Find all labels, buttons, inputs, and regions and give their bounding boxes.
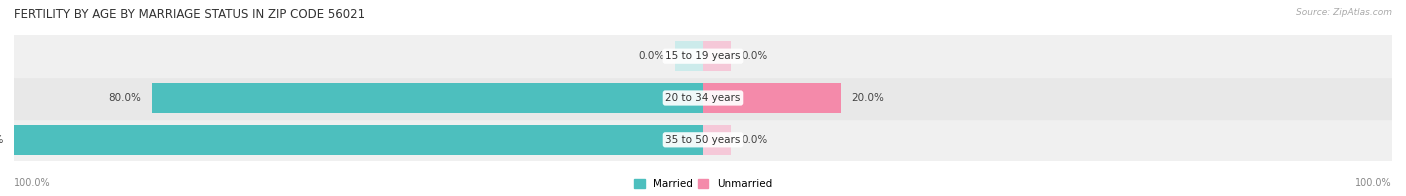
Legend: Married, Unmarried: Married, Unmarried [630, 175, 776, 193]
Text: 15 to 19 years: 15 to 19 years [665, 51, 741, 61]
Bar [675, 41, 703, 71]
Bar [703, 83, 841, 113]
Bar [14, 125, 703, 155]
Text: FERTILITY BY AGE BY MARRIAGE STATUS IN ZIP CODE 56021: FERTILITY BY AGE BY MARRIAGE STATUS IN Z… [14, 8, 366, 21]
Bar [14, 35, 1392, 77]
Text: 0.0%: 0.0% [741, 135, 768, 145]
Text: 35 to 50 years: 35 to 50 years [665, 135, 741, 145]
Bar [14, 77, 1392, 119]
Text: 0.0%: 0.0% [741, 51, 768, 61]
Text: 100.0%: 100.0% [0, 135, 4, 145]
Text: 100.0%: 100.0% [1355, 178, 1392, 188]
Text: 100.0%: 100.0% [14, 178, 51, 188]
Text: Source: ZipAtlas.com: Source: ZipAtlas.com [1296, 8, 1392, 17]
Bar [152, 83, 703, 113]
Text: 20 to 34 years: 20 to 34 years [665, 93, 741, 103]
Text: 20.0%: 20.0% [851, 93, 884, 103]
Bar [14, 119, 1392, 161]
Bar [703, 125, 731, 155]
Text: 80.0%: 80.0% [108, 93, 142, 103]
Bar [703, 41, 731, 71]
Text: 0.0%: 0.0% [638, 51, 665, 61]
